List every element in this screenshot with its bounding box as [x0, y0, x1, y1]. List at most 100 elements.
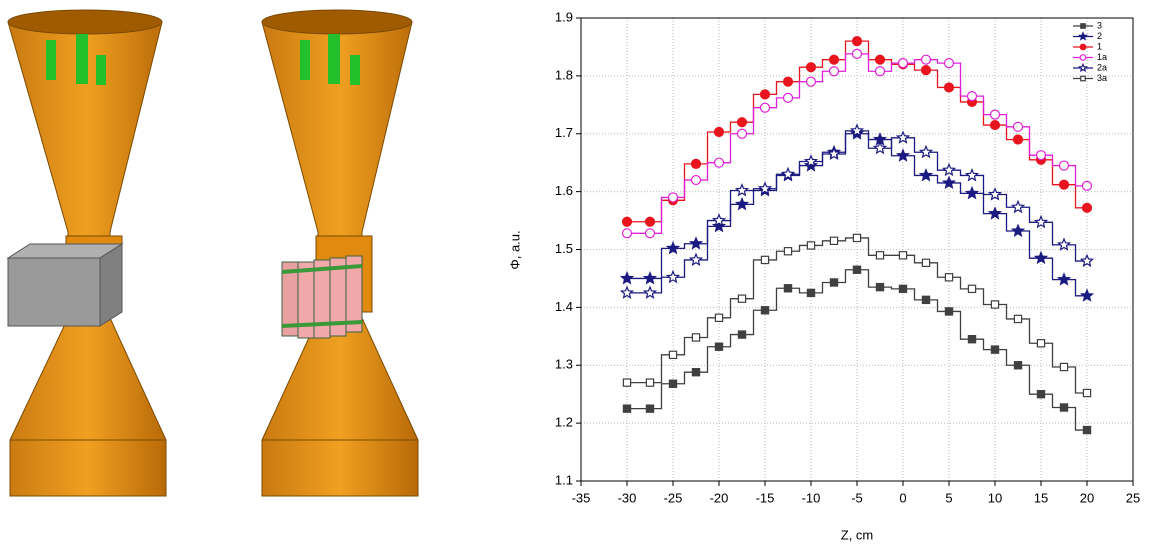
marker	[623, 229, 632, 238]
marker	[667, 243, 678, 254]
marker	[738, 331, 745, 338]
marker	[692, 334, 699, 341]
marker	[761, 90, 770, 99]
y-tick-label: 1.2	[555, 415, 573, 430]
marker	[715, 158, 724, 167]
marker	[876, 252, 883, 259]
marker	[1014, 122, 1023, 131]
marker	[784, 93, 793, 102]
marker	[715, 314, 722, 321]
x-tick-label: -30	[618, 490, 637, 505]
marker	[968, 92, 977, 101]
marker	[922, 55, 931, 64]
marker	[1037, 391, 1044, 398]
marker	[690, 254, 701, 265]
marker	[1060, 404, 1067, 411]
y-axis-label: Φ, a.u.	[507, 230, 522, 269]
marker	[1083, 203, 1092, 212]
x-tick-label: -35	[572, 490, 591, 505]
marker	[644, 273, 655, 284]
marker	[1080, 33, 1087, 40]
marker	[1014, 315, 1021, 322]
marker	[715, 128, 724, 137]
marker	[1035, 252, 1046, 263]
marker	[1060, 161, 1069, 170]
marker	[1080, 55, 1086, 61]
marker	[1083, 389, 1090, 396]
marker	[853, 49, 862, 58]
marker	[899, 59, 908, 68]
marker	[968, 285, 975, 292]
marker	[989, 189, 1000, 200]
marker	[966, 188, 977, 199]
marker	[784, 285, 791, 292]
legend-label: 3a	[1097, 73, 1107, 83]
model-right	[262, 10, 418, 496]
marker	[738, 295, 745, 302]
marker	[991, 346, 998, 353]
marker	[853, 266, 860, 273]
marker	[830, 279, 837, 286]
marker	[761, 256, 768, 263]
marker	[761, 307, 768, 314]
marker	[1081, 290, 1092, 301]
x-tick-label: -15	[756, 490, 775, 505]
marker	[738, 129, 747, 138]
x-tick-label: -10	[802, 490, 821, 505]
y-tick-label: 1.3	[555, 357, 573, 372]
marker	[736, 185, 747, 196]
marker	[1080, 44, 1086, 50]
y-tick-label: 1.5	[555, 241, 573, 256]
marker	[876, 55, 885, 64]
x-tick-label: -25	[664, 490, 683, 505]
y-tick-label: 1.9	[555, 9, 573, 24]
marker	[922, 259, 929, 266]
marker	[623, 405, 630, 412]
marker	[621, 287, 632, 298]
marker	[807, 63, 816, 72]
marker	[1083, 181, 1092, 190]
marker	[690, 238, 701, 249]
marker	[853, 234, 860, 241]
marker	[943, 164, 954, 175]
marker	[623, 379, 630, 386]
marker	[830, 67, 839, 76]
marker	[920, 170, 931, 181]
marker	[1037, 340, 1044, 347]
marker	[1058, 274, 1069, 285]
marker	[692, 176, 701, 185]
marker	[807, 77, 816, 86]
marker	[807, 242, 814, 249]
series-line	[627, 270, 1087, 430]
marker	[920, 146, 931, 157]
marker	[830, 237, 837, 244]
x-tick-label: 15	[1034, 490, 1048, 505]
x-tick-label: 25	[1126, 490, 1140, 505]
x-axis-label: Z, cm	[841, 527, 874, 542]
x-tick-label: -20	[710, 490, 729, 505]
legend-label: 1	[1097, 41, 1102, 51]
marker	[945, 308, 952, 315]
marker	[669, 351, 676, 358]
marker	[899, 285, 906, 292]
marker	[1081, 24, 1085, 28]
model-left	[8, 10, 166, 496]
y-tick-label: 1.6	[555, 183, 573, 198]
marker	[945, 274, 952, 281]
y-tick-label: 1.1	[555, 472, 573, 487]
marker	[623, 217, 632, 226]
marker	[876, 67, 885, 76]
marker	[1012, 225, 1023, 236]
marker	[807, 289, 814, 296]
marker	[945, 83, 954, 92]
marker	[667, 271, 678, 282]
marker	[669, 380, 676, 387]
marker	[692, 369, 699, 376]
marker	[943, 177, 954, 188]
y-tick-label: 1.4	[555, 299, 573, 314]
marker	[669, 193, 678, 202]
marker	[782, 168, 793, 179]
marker	[1081, 76, 1085, 80]
x-tick-label: 5	[945, 490, 952, 505]
